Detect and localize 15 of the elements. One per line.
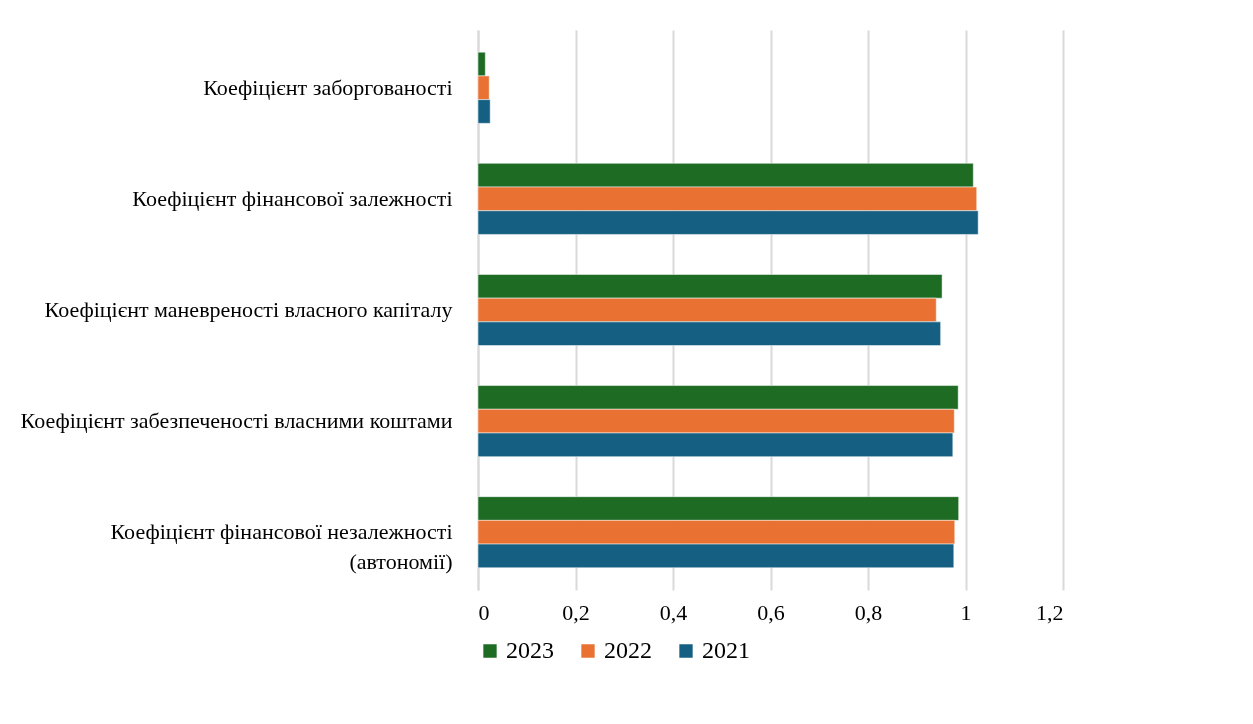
legend-label: 2023 [506, 637, 554, 663]
x-tick-label: 0,4 [659, 599, 688, 625]
x-tick-label: 0,6 [757, 599, 785, 625]
y-tick-label: Коефіцієнт заборгованості [203, 74, 453, 100]
legend-label: 2021 [702, 637, 750, 663]
y-tick-label: Коефіцієнт забезпеченості власними коштами [20, 408, 453, 434]
x-tick-label: 0 [478, 599, 490, 625]
x-tick-label: 0,2 [562, 599, 590, 625]
x-tick-label: 1,2 [1036, 599, 1064, 625]
y-tick-label: Коефіцієнт фінансової залежності [132, 185, 453, 211]
legend-label: 2022 [604, 637, 652, 663]
x-tick-label: 1 [960, 599, 972, 625]
y-tick-label: Коефіцієнт фінансової незалежності (автономії) [110, 519, 453, 575]
x-tick-label: 0,8 [854, 599, 883, 625]
y-tick-label: Коефіцієнт маневреності власного капіталу [44, 297, 453, 322]
